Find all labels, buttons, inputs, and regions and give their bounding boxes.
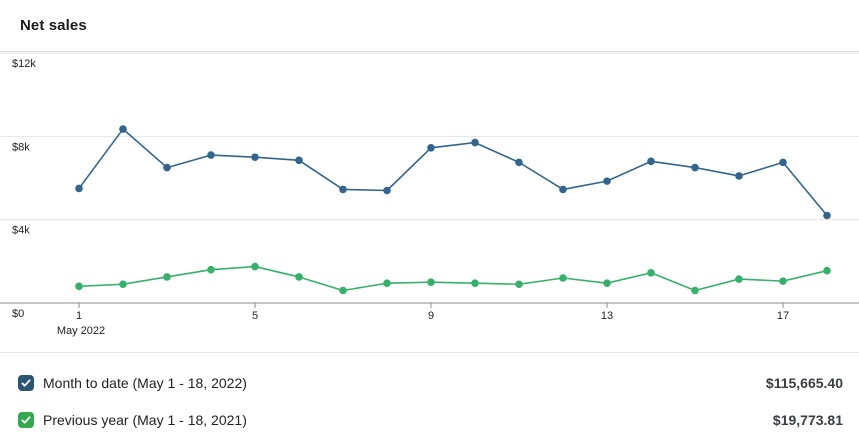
svg-text:$0: $0 xyxy=(12,308,24,320)
svg-text:$8k: $8k xyxy=(12,141,30,153)
month-to-date-checkbox[interactable] xyxy=(18,374,34,391)
page-title: Net sales xyxy=(20,17,87,34)
legend-label: Previous year (May 1 - 18, 2021) xyxy=(43,411,247,428)
svg-text:$4k: $4k xyxy=(12,225,30,237)
svg-text:May 2022: May 2022 xyxy=(57,325,105,337)
chart-legend: Month to date (May 1 - 18, 2022) $115,66… xyxy=(0,353,859,438)
svg-text:13: 13 xyxy=(601,310,613,322)
legend-total: $115,665.40 xyxy=(765,374,843,391)
svg-text:$12k: $12k xyxy=(12,58,36,70)
legend-row-previous-year[interactable]: Previous year (May 1 - 18, 2021) $19,773… xyxy=(0,401,859,438)
previous-year-checkbox[interactable] xyxy=(18,411,34,428)
svg-text:5: 5 xyxy=(252,310,258,322)
chart-area: $12k $8k $4k $0 1 May 2022 5 9 13 17 xyxy=(0,52,859,344)
net-sales-line-chart: $12k $8k $4k $0 1 May 2022 5 9 13 17 xyxy=(0,52,859,337)
legend-total: $19,773.81 xyxy=(772,411,843,428)
svg-text:17: 17 xyxy=(777,310,789,322)
checkmark-icon xyxy=(21,378,31,387)
svg-text:9: 9 xyxy=(428,310,434,322)
legend-label: Month to date (May 1 - 18, 2022) xyxy=(43,374,247,391)
legend-row-month-to-date[interactable]: Month to date (May 1 - 18, 2022) $115,66… xyxy=(0,364,859,401)
legend-divider xyxy=(0,352,859,353)
checkmark-icon xyxy=(21,415,31,424)
svg-text:1: 1 xyxy=(76,310,82,322)
card-header: Net sales xyxy=(0,0,859,52)
